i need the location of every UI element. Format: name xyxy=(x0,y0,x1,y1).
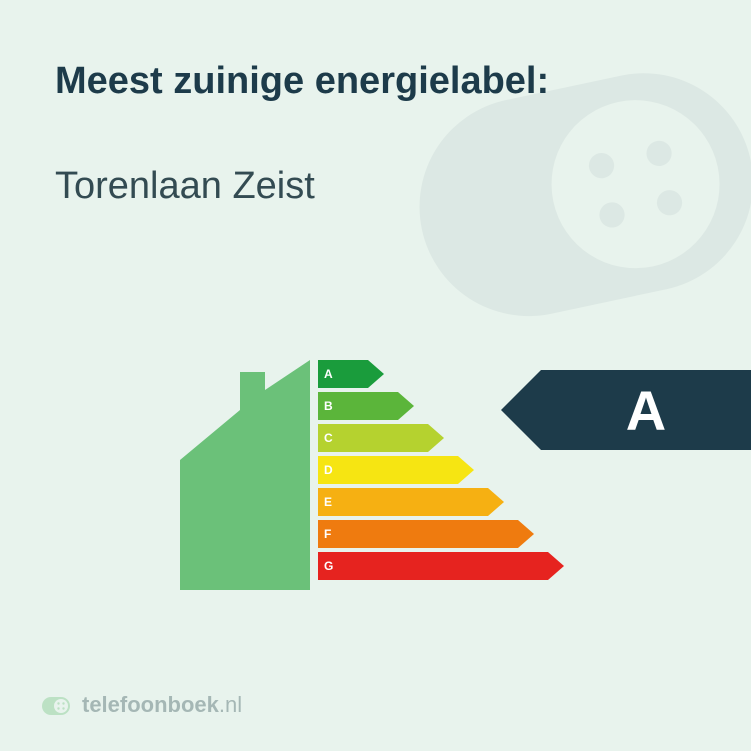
page-title: Meest zuinige energielabel: xyxy=(55,60,549,103)
energy-bar-label: A xyxy=(324,367,333,381)
energy-bar-label: G xyxy=(324,559,333,573)
phone-book-icon xyxy=(40,689,72,721)
footer-brand: telefoonboek.nl xyxy=(40,689,242,721)
energy-bar-label: C xyxy=(324,431,333,445)
energy-bar-label: E xyxy=(324,495,332,509)
energy-bar-label: D xyxy=(324,463,333,477)
energy-bar-label: B xyxy=(324,399,333,413)
footer-text-bold: telefoonboek xyxy=(82,692,219,717)
energy-bar-label: F xyxy=(324,527,331,541)
rating-badge-arrow xyxy=(501,370,541,450)
rating-badge-body: A xyxy=(541,370,751,450)
page-subtitle: Torenlaan Zeist xyxy=(55,165,315,208)
footer-text-light: .nl xyxy=(219,692,242,717)
rating-badge-letter: A xyxy=(626,378,666,443)
house-icon xyxy=(170,360,310,590)
footer-text: telefoonboek.nl xyxy=(82,692,242,718)
